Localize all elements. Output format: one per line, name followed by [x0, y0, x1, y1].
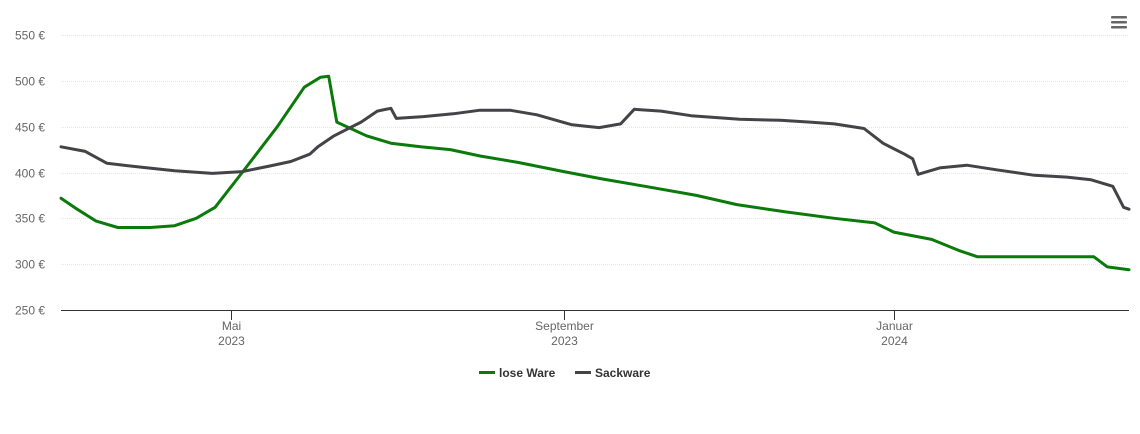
y-tick-label: 550 € — [15, 29, 45, 43]
y-tick-label: 500 € — [15, 75, 45, 89]
x-tick-month-label: September — [535, 319, 594, 333]
y-tick-label: 350 € — [15, 212, 45, 226]
legend-label: Sackware — [595, 366, 651, 380]
y-axis: 250 € 300 € 350 € 400 € 450 € 500 € 550 € — [15, 29, 45, 318]
x-tick-month-label: Januar — [876, 319, 913, 333]
legend-label: lose Ware — [499, 366, 556, 380]
grid-lines — [61, 35, 1129, 265]
legend-item-lose-ware[interactable]: lose Ware — [479, 366, 556, 380]
y-tick-label: 450 € — [15, 121, 45, 135]
y-tick-label: 400 € — [15, 167, 45, 181]
series-lines — [59, 74, 1131, 272]
y-tick-label: 300 € — [15, 258, 45, 272]
legend-item-sackware[interactable]: Sackware — [575, 366, 651, 380]
x-tick-year-label: 2023 — [551, 334, 578, 348]
x-tick-year-label: 2023 — [218, 334, 245, 348]
menu-icon[interactable] — [1106, 12, 1132, 34]
x-tick-month-label: Mai — [222, 319, 241, 333]
legend: lose Ware Sackware — [479, 366, 651, 380]
series-line-sackware[interactable] — [59, 106, 1131, 211]
x-tick-year-label: 2024 — [881, 334, 908, 348]
y-tick-label: 250 € — [15, 304, 45, 318]
series-line-lose-ware[interactable] — [59, 74, 1131, 272]
